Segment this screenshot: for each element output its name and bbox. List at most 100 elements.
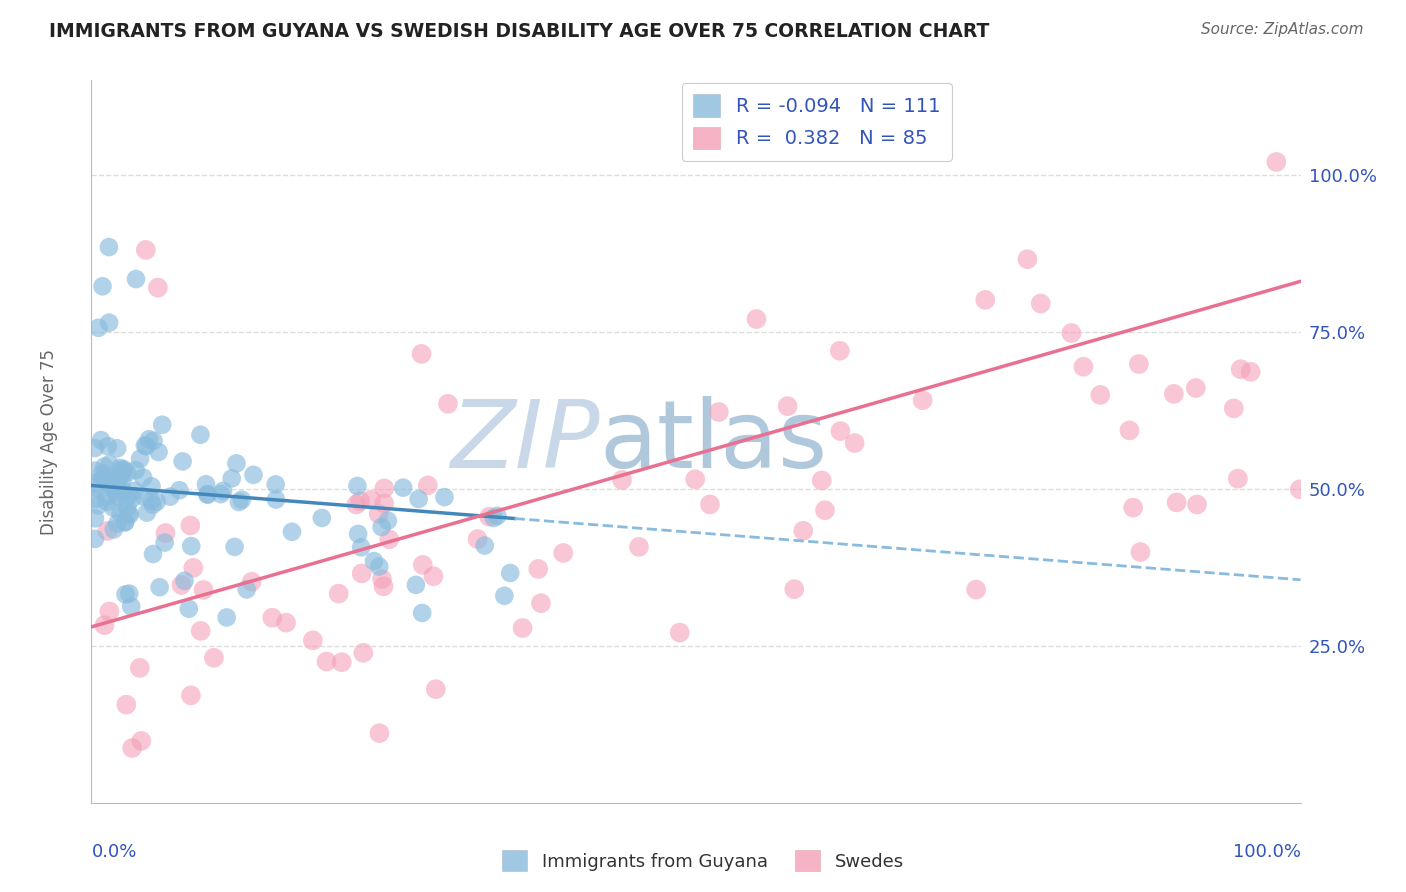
Point	[311, 511, 333, 525]
Point	[93, 618, 115, 632]
Point	[93, 459, 115, 474]
Point	[107, 490, 129, 504]
Point	[512, 621, 534, 635]
Point	[350, 566, 373, 581]
Point	[1185, 497, 1208, 511]
Point	[128, 661, 150, 675]
Point	[1128, 357, 1150, 371]
Point	[1229, 362, 1251, 376]
Point	[141, 479, 163, 493]
Point	[281, 524, 304, 539]
Point	[87, 320, 110, 334]
Point	[136, 506, 159, 520]
Point	[668, 625, 690, 640]
Point	[111, 463, 134, 477]
Point	[699, 498, 721, 512]
Point	[745, 312, 768, 326]
Point	[108, 484, 131, 499]
Point	[627, 540, 650, 554]
Point	[530, 596, 553, 610]
Point	[474, 539, 496, 553]
Point	[553, 546, 575, 560]
Point	[190, 624, 212, 638]
Point	[159, 490, 181, 504]
Point	[98, 478, 121, 492]
Point	[91, 472, 114, 486]
Point	[411, 347, 433, 361]
Point	[274, 615, 297, 630]
Point	[330, 655, 353, 669]
Point	[84, 476, 107, 491]
Point	[180, 689, 202, 703]
Point	[155, 526, 177, 541]
Point	[87, 499, 110, 513]
Point	[1240, 365, 1263, 379]
Point	[499, 566, 522, 580]
Point	[830, 424, 852, 438]
Point	[344, 498, 367, 512]
Point	[302, 633, 325, 648]
Point	[103, 478, 125, 492]
Point	[181, 561, 204, 575]
Point	[93, 470, 115, 484]
Point	[103, 482, 125, 496]
Point	[328, 586, 350, 600]
Point	[231, 492, 253, 507]
Point	[132, 489, 155, 503]
Point	[145, 494, 167, 508]
Point	[118, 586, 141, 600]
Point	[132, 470, 155, 484]
Point	[527, 562, 550, 576]
Point	[118, 507, 141, 521]
Point	[177, 601, 200, 615]
Point	[169, 483, 191, 498]
Point	[124, 483, 146, 498]
Point	[1129, 545, 1152, 559]
Point	[193, 582, 215, 597]
Point	[96, 524, 118, 538]
Point	[172, 454, 194, 468]
Point	[416, 478, 439, 492]
Point	[96, 495, 118, 509]
Point	[149, 580, 172, 594]
Text: 100.0%: 100.0%	[1233, 843, 1301, 861]
Point	[225, 456, 247, 470]
Point	[84, 481, 107, 495]
Point	[209, 487, 232, 501]
Point	[814, 503, 837, 517]
Point	[264, 477, 287, 491]
Point	[494, 589, 516, 603]
Point	[411, 606, 433, 620]
Point	[96, 490, 118, 504]
Point	[482, 511, 505, 525]
Point	[1118, 424, 1140, 438]
Point	[84, 464, 107, 478]
Point	[221, 471, 243, 485]
Point	[478, 509, 501, 524]
Point	[91, 279, 114, 293]
Point	[90, 433, 112, 447]
Point	[105, 516, 128, 531]
Point	[412, 558, 434, 572]
Point	[1166, 495, 1188, 509]
Point	[224, 540, 246, 554]
Point	[121, 491, 143, 506]
Text: 0.0%: 0.0%	[91, 843, 136, 861]
Point	[373, 496, 395, 510]
Point	[1163, 387, 1185, 401]
Point	[347, 527, 370, 541]
Point	[373, 579, 395, 593]
Point	[114, 587, 136, 601]
Point	[1222, 401, 1244, 416]
Point	[974, 293, 997, 307]
Point	[180, 539, 202, 553]
Point	[129, 734, 152, 748]
Point	[125, 463, 148, 477]
Point	[367, 507, 389, 521]
Point	[486, 508, 509, 523]
Point	[135, 439, 157, 453]
Point	[129, 451, 152, 466]
Point	[370, 520, 392, 534]
Point	[1226, 472, 1249, 486]
Point	[1060, 326, 1083, 340]
